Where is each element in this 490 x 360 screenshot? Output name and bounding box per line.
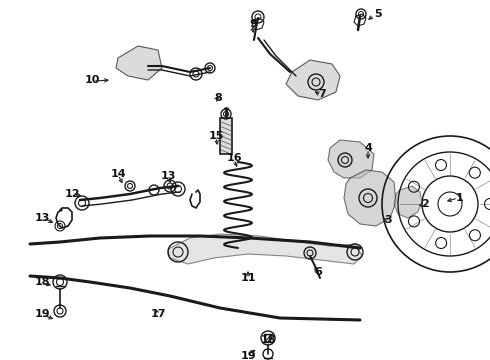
Text: 16: 16 xyxy=(226,153,242,163)
Text: 13: 13 xyxy=(34,213,49,223)
Text: 19: 19 xyxy=(34,309,50,319)
Text: 4: 4 xyxy=(364,143,372,153)
Text: 8: 8 xyxy=(214,93,222,103)
Text: 3: 3 xyxy=(384,215,392,225)
Text: 2: 2 xyxy=(421,199,429,209)
Text: 18: 18 xyxy=(260,335,276,345)
Text: 15: 15 xyxy=(208,131,224,141)
Polygon shape xyxy=(116,46,162,80)
Text: 10: 10 xyxy=(84,75,99,85)
FancyBboxPatch shape xyxy=(220,118,232,154)
Text: 11: 11 xyxy=(240,273,256,283)
Text: 7: 7 xyxy=(318,89,326,99)
Text: 13: 13 xyxy=(160,171,176,181)
Polygon shape xyxy=(286,60,340,100)
Polygon shape xyxy=(394,186,422,218)
Text: 19: 19 xyxy=(240,351,256,360)
Text: 5: 5 xyxy=(374,9,382,19)
Text: 14: 14 xyxy=(110,169,126,179)
Text: 6: 6 xyxy=(314,267,322,277)
Polygon shape xyxy=(328,140,374,178)
Text: 9: 9 xyxy=(249,19,257,29)
Polygon shape xyxy=(168,234,362,264)
Text: 1: 1 xyxy=(456,193,464,203)
Polygon shape xyxy=(344,170,396,226)
Text: 18: 18 xyxy=(34,277,50,287)
Text: 12: 12 xyxy=(64,189,80,199)
Text: 17: 17 xyxy=(150,309,166,319)
